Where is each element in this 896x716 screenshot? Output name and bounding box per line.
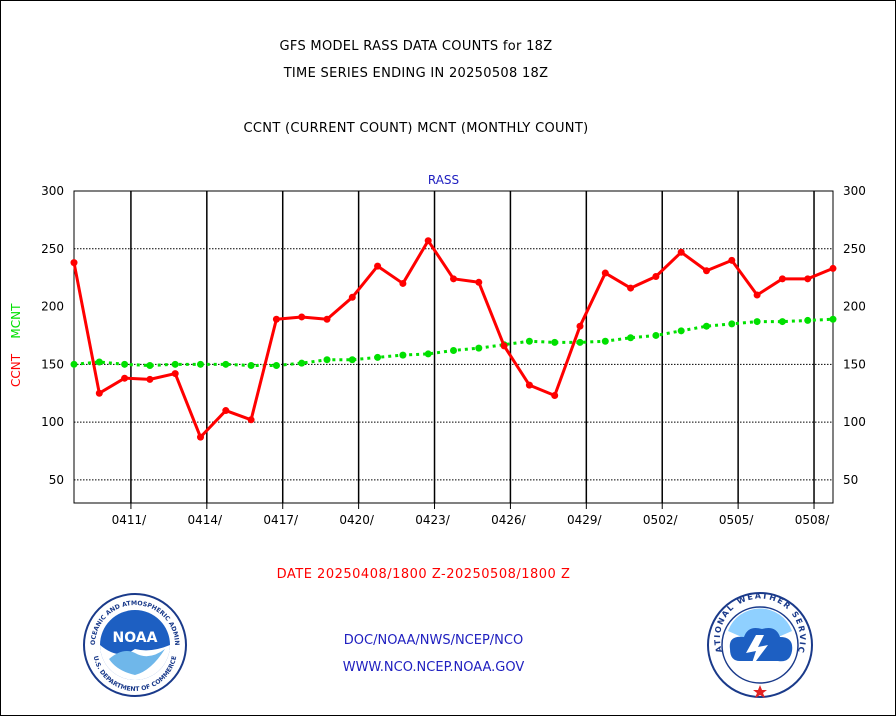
x-tick-label: 0505/ bbox=[719, 513, 755, 527]
x-tick-label: 0508/ bbox=[795, 513, 831, 527]
ccnt-data-point bbox=[677, 248, 685, 256]
mcnt-data-point bbox=[424, 350, 432, 358]
mcnt-data-point bbox=[778, 318, 786, 326]
noaa-logo-text: NOAA bbox=[113, 630, 158, 646]
mcnt-data-point bbox=[551, 338, 559, 346]
x-tick-label: 0426/ bbox=[491, 513, 527, 527]
ccnt-data-point bbox=[627, 284, 635, 292]
mcnt-data-point bbox=[576, 338, 584, 346]
mcnt-data-point bbox=[323, 356, 331, 364]
mcnt-data-point bbox=[222, 360, 230, 368]
chart-title-line2: TIME SERIES ENDING IN 20250508 18Z bbox=[283, 66, 549, 81]
mcnt-data-point bbox=[374, 353, 382, 361]
chart-title-line3: CCNT (CURRENT COUNT) MCNT (MONTHLY COUNT… bbox=[243, 121, 589, 136]
mcnt-data-point bbox=[601, 337, 609, 345]
ccnt-data-point bbox=[222, 407, 230, 415]
chart-title-line1: GFS MODEL RASS DATA COUNTS for 18Z bbox=[279, 39, 553, 54]
mcnt-series-line bbox=[73, 317, 834, 367]
y-tick-label-left: 200 bbox=[41, 300, 64, 314]
x-tick-label: 0429/ bbox=[567, 513, 603, 527]
ccnt-data-point bbox=[146, 375, 154, 383]
panel-title: RASS bbox=[428, 173, 459, 187]
y-tick-label-left: 50 bbox=[49, 473, 64, 487]
y-tick-label-right: 250 bbox=[843, 242, 866, 256]
mcnt-data-point bbox=[627, 334, 635, 342]
x-tick-label: 0417/ bbox=[263, 513, 299, 527]
mcnt-data-point bbox=[70, 360, 78, 368]
ccnt-data-point bbox=[728, 256, 736, 264]
mcnt-data-point bbox=[146, 361, 154, 369]
y-tick-label-right: 50 bbox=[843, 473, 858, 487]
mcnt-data-point bbox=[829, 315, 837, 323]
ccnt-data-point bbox=[247, 416, 255, 424]
ccnt-data-point bbox=[703, 267, 710, 275]
ccnt-data-point bbox=[399, 279, 407, 287]
x-tick-label: 0414/ bbox=[188, 513, 224, 527]
ccnt-data-point bbox=[475, 278, 483, 286]
ccnt-data-point bbox=[804, 275, 812, 283]
mcnt-data-point bbox=[525, 337, 533, 345]
y-tick-label-left: 250 bbox=[41, 242, 64, 256]
mcnt-data-point bbox=[753, 318, 761, 326]
mcnt-data-point bbox=[197, 360, 204, 368]
credit-line2: WWW.NCO.NCEP.NOAA.GOV bbox=[342, 660, 525, 675]
ccnt-series-line bbox=[72, 239, 834, 439]
ccnt-data-point bbox=[601, 269, 609, 277]
mcnt-data-point bbox=[728, 320, 736, 328]
y-tick-label-right: 200 bbox=[843, 300, 866, 314]
ccnt-data-point bbox=[424, 237, 432, 245]
ccnt-data-point bbox=[551, 392, 559, 400]
plot-frame bbox=[73, 190, 834, 504]
mcnt-data-point bbox=[247, 361, 255, 369]
mcnt-data-point bbox=[677, 327, 685, 335]
mcnt-data-point bbox=[298, 359, 306, 367]
ccnt-data-point bbox=[197, 433, 204, 441]
mcnt-data-point bbox=[703, 322, 710, 330]
national-weather-service-logo: NATIONAL WEATHER SERVICE bbox=[706, 591, 813, 698]
mcnt-data-point bbox=[121, 360, 129, 368]
y-tick-label-left: 300 bbox=[41, 184, 64, 198]
x-tick-label: 0420/ bbox=[339, 513, 375, 527]
mcnt-data-point bbox=[399, 351, 407, 359]
mcnt-data-point bbox=[652, 331, 660, 339]
mcnt-data-point bbox=[450, 346, 457, 354]
ccnt-data-point bbox=[70, 259, 78, 267]
mcnt-data-point bbox=[804, 316, 812, 324]
ccnt-data-point bbox=[374, 262, 382, 270]
ccnt-data-point bbox=[525, 381, 533, 389]
ccnt-data-point bbox=[450, 275, 457, 283]
ccnt-data-point bbox=[753, 291, 761, 299]
ccnt-data-point bbox=[298, 313, 306, 321]
x-tick-label: 0502/ bbox=[643, 513, 679, 527]
ccnt-data-point bbox=[778, 275, 786, 283]
mcnt-data-point bbox=[348, 356, 356, 364]
mcnt-data-point bbox=[95, 358, 103, 366]
noaa-logo: NOAA NATIONAL OCEANIC AND ATMOSPHERIC AD… bbox=[81, 591, 187, 697]
credit-line1: DOC/NOAA/NWS/NCEP/NCO bbox=[343, 633, 524, 648]
ccnt-data-point bbox=[171, 370, 179, 378]
ccnt-data-point bbox=[121, 374, 129, 382]
y-tick-label-left: 100 bbox=[41, 415, 64, 429]
ccnt-data-point bbox=[348, 293, 356, 301]
ccnt-data-point bbox=[829, 264, 837, 272]
y-tick-label-left: 150 bbox=[41, 357, 64, 371]
ccnt-data-point bbox=[652, 273, 660, 281]
y-tick-label-right: 150 bbox=[843, 357, 866, 371]
mcnt-data-point bbox=[272, 361, 280, 369]
ccnt-data-point bbox=[95, 389, 103, 397]
mcnt-data-point bbox=[171, 360, 179, 368]
y-tick-label-right: 300 bbox=[843, 184, 866, 198]
y-tick-label-right: 100 bbox=[843, 415, 866, 429]
x-tick-label: 0411/ bbox=[112, 513, 148, 527]
ccnt-data-point bbox=[323, 315, 331, 323]
ccnt-data-point bbox=[500, 342, 508, 350]
mcnt-data-point bbox=[475, 344, 483, 352]
x-tick-label: 0423/ bbox=[415, 513, 451, 527]
ccnt-data-point bbox=[576, 322, 584, 330]
date-range-label: DATE 20250408/1800 Z-20250508/1800 Z bbox=[276, 567, 571, 582]
ccnt-data-point bbox=[272, 315, 280, 323]
